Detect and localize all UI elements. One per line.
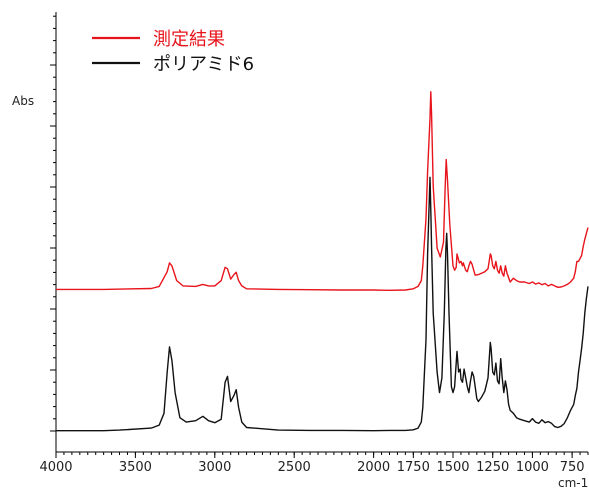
legend-label-1: 測定結果 xyxy=(153,29,225,50)
x-tick-label: 1750 xyxy=(397,460,430,475)
x-tick-label: 2000 xyxy=(357,460,390,475)
chart-series xyxy=(56,91,589,432)
x-tick-label: 1500 xyxy=(436,460,469,475)
x-tick-label: 1250 xyxy=(476,460,509,475)
x-tick-label: 750 xyxy=(560,460,585,475)
series-line-1 xyxy=(56,91,589,291)
legend-label-2: ポリアミド6 xyxy=(153,54,254,75)
x-tick-label: 1000 xyxy=(516,460,549,475)
x-tick-label: 3000 xyxy=(198,460,231,475)
x-axis-unit-label: cm-1 xyxy=(558,476,588,490)
x-tick-label: 4000 xyxy=(39,460,72,475)
x-tick-label: 2500 xyxy=(278,460,311,475)
chart-ticks: 4000 3500 3000 2500 2000 1750 1500 1250 1000 750 xyxy=(39,15,589,475)
y-axis-label: Abs xyxy=(12,94,34,108)
chart-axes xyxy=(55,12,588,453)
series-line-2 xyxy=(56,176,589,432)
x-tick-label: 3500 xyxy=(119,460,152,475)
